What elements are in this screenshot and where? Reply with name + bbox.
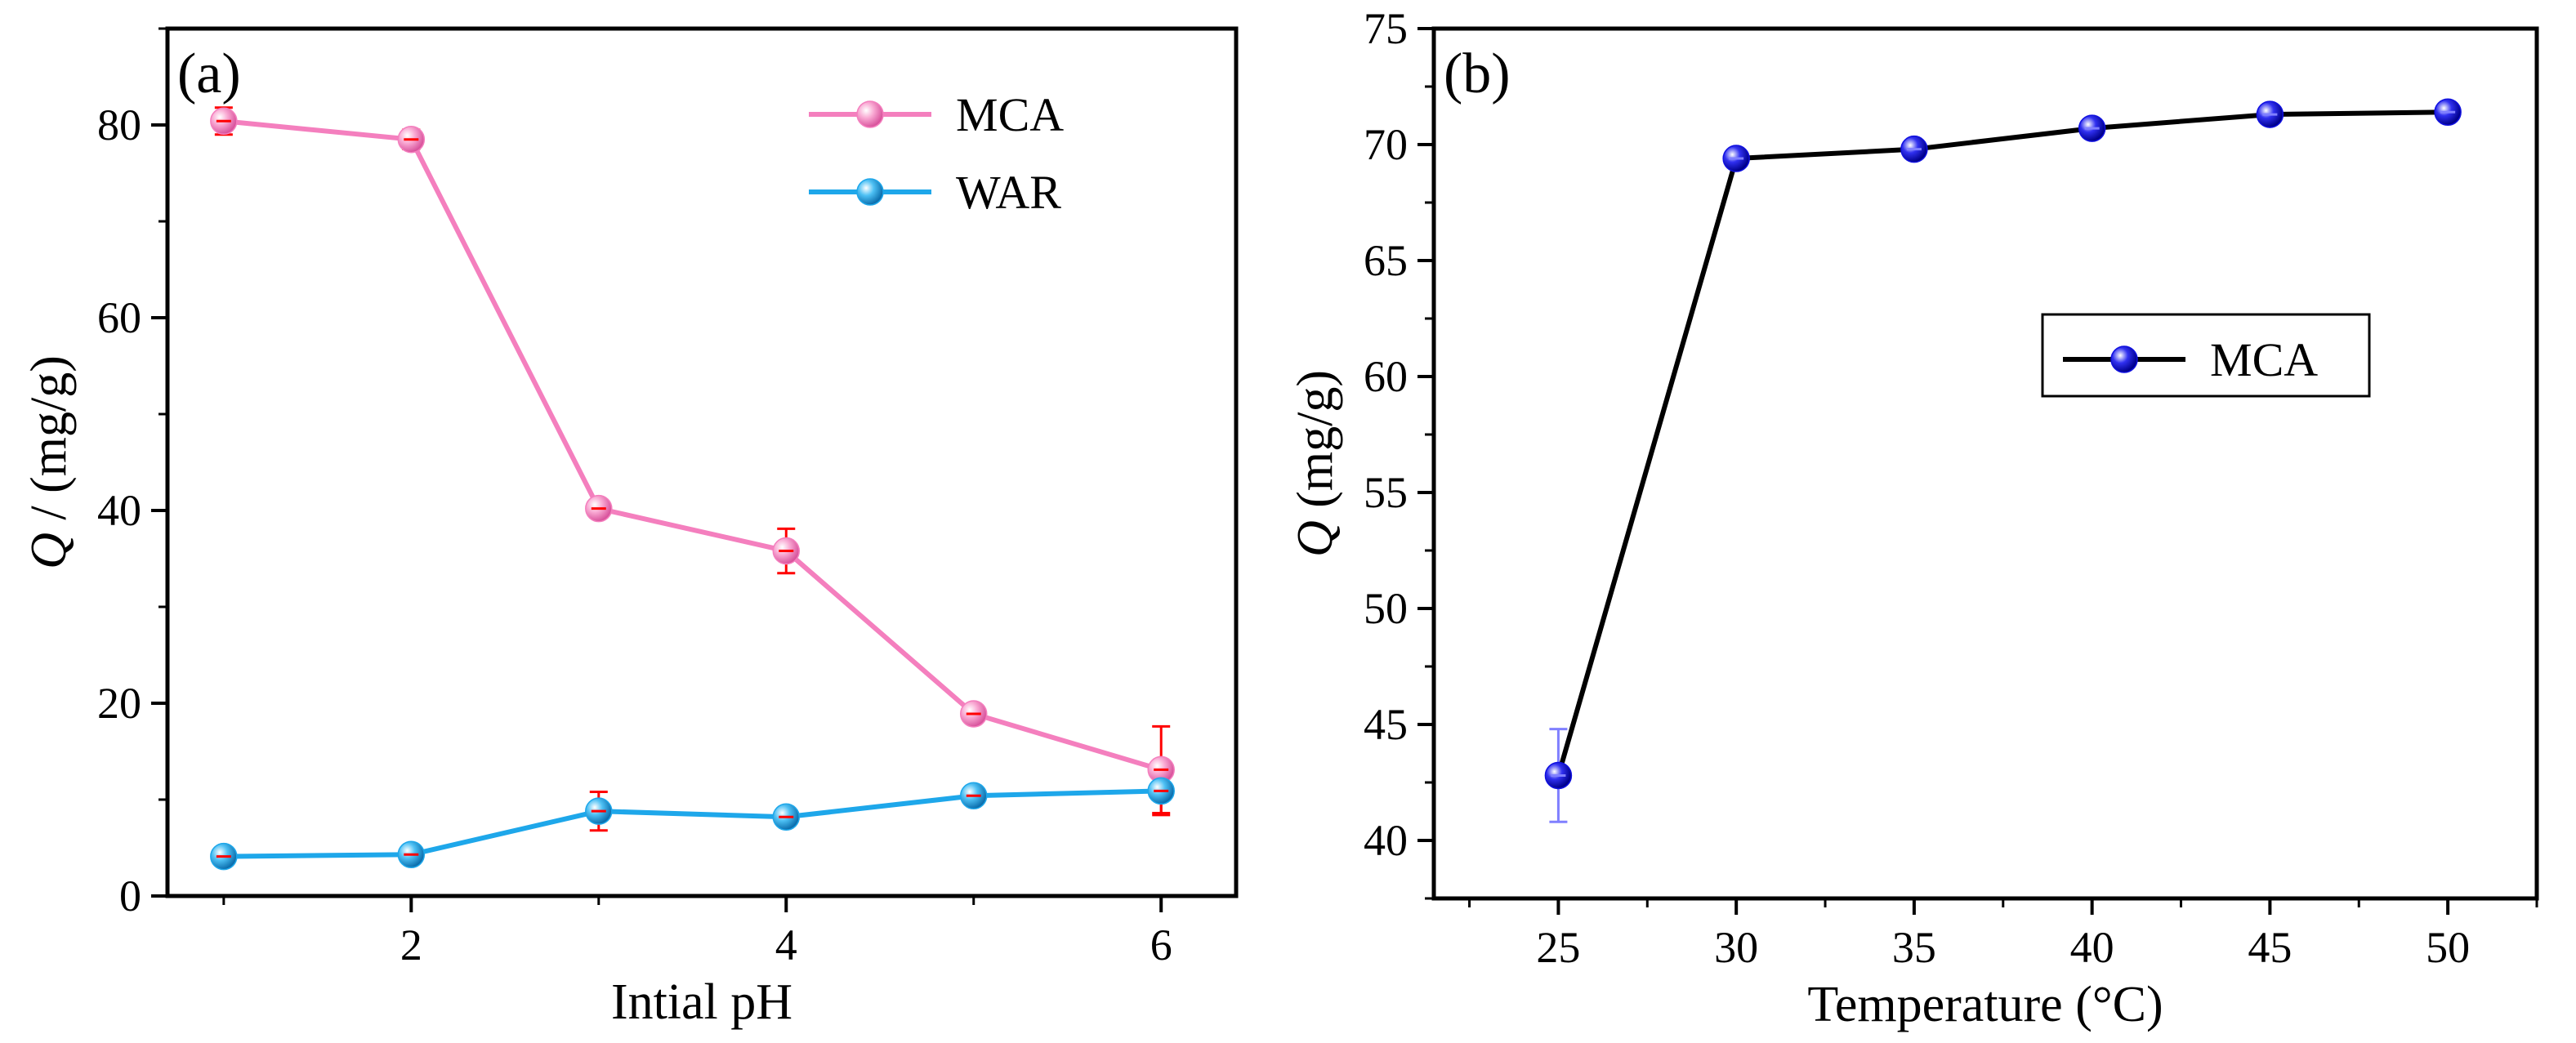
x-tick-label: 30 (1714, 923, 1758, 972)
series-line-war (223, 788, 1162, 859)
y-tick-label: 40 (1364, 816, 1408, 865)
plot-frame (165, 26, 1239, 898)
y-tick-label: 40 (97, 486, 141, 535)
markers (1544, 98, 2462, 790)
plot-frame (1431, 26, 2539, 901)
x-axis-title: Temperature (°C) (1807, 977, 2163, 1032)
x-tick-label: 2 (400, 920, 422, 969)
x-tick-label: 4 (775, 920, 797, 969)
legend-marker (2110, 345, 2138, 373)
y-tick-label: 75 (1364, 4, 1408, 53)
y-tick-label: 45 (1364, 700, 1408, 749)
series-line-mca (223, 118, 1163, 773)
series-lines (223, 118, 1163, 859)
y-axis-title: Q (mg/g) (1288, 370, 1343, 557)
series-lines (1556, 109, 2449, 777)
y-tick-label: 55 (1364, 468, 1408, 517)
panel-label: (a) (177, 42, 241, 105)
error-bars (1549, 106, 2458, 823)
legend: MCA WAR (809, 88, 1064, 219)
y-axis-unit: / (mg/g) (21, 355, 77, 533)
legend-box (2041, 313, 2371, 398)
error-bars (214, 106, 1171, 865)
legend: MCA (2041, 313, 2371, 398)
legend-marker (856, 178, 884, 206)
y-axis-symbol: Q (21, 533, 77, 569)
y-axis-symbol: Q (1288, 520, 1343, 557)
axis-ticks: 25 30 35 40 45 50 40 45 50 55 60 65 70 75 (1364, 4, 2538, 972)
y-tick-label: 80 (97, 100, 141, 149)
series-line-mca (1556, 109, 2449, 777)
y-tick-label: 70 (1364, 120, 1408, 169)
x-tick-label: 40 (2070, 923, 2114, 972)
legend-label: MCA (2210, 333, 2318, 386)
y-axis-unit: (mg/g) (1288, 370, 1343, 520)
y-tick-label: 0 (119, 871, 141, 920)
y-tick-label: 50 (1364, 584, 1408, 633)
x-tick-label: 45 (2248, 923, 2292, 972)
x-tick-label: 50 (2426, 923, 2470, 972)
panel-label: (b) (1444, 42, 1511, 105)
legend-label: WAR (956, 166, 1061, 219)
y-tick-label: 60 (97, 293, 141, 342)
y-tick-label: 65 (1364, 236, 1408, 285)
x-tick-label: 25 (1536, 923, 1580, 972)
legend-marker (856, 100, 884, 128)
legend-label: MCA (956, 88, 1064, 141)
x-axis-title: Intial pH (611, 974, 792, 1030)
y-axis-title: Q / (mg/g) (21, 355, 77, 569)
chart-panel-b: 25 30 35 40 45 50 40 45 50 55 60 65 70 75 (b) Tempera… (1288, 4, 2539, 1032)
y-tick-label: 60 (1364, 352, 1408, 401)
y-tick-label: 20 (97, 679, 141, 728)
x-tick-label: 6 (1150, 920, 1172, 969)
x-tick-label: 35 (1892, 923, 1936, 972)
markers (210, 107, 1175, 871)
